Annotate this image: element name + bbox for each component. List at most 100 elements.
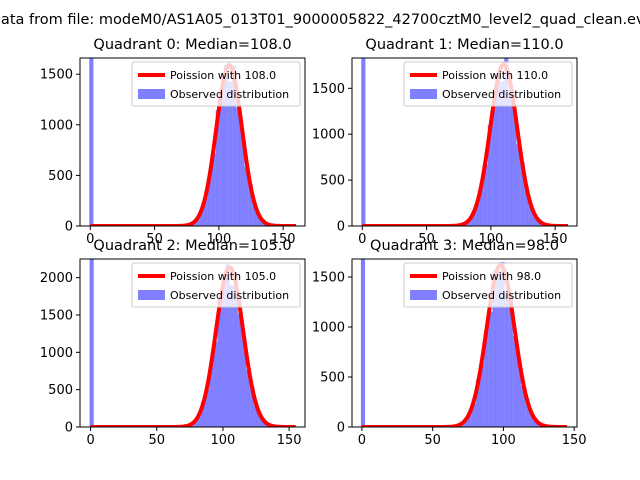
y-tick-label: 1500 [312,271,345,286]
data-area [89,259,298,427]
poisson-fit-line [360,263,569,427]
hist-bar [512,108,517,226]
data-area [360,58,570,226]
hist-bar [196,416,201,427]
legend-fit-label: Poission with 110.0 [442,69,548,82]
hist-bar [244,166,249,226]
y-tick-label: 500 [320,174,345,189]
hist-bar [496,73,501,226]
hist-bar [237,314,242,427]
hist-bar-zero [89,58,94,226]
hist-bar [199,209,204,226]
hist-bar [520,162,525,226]
hist-bar [219,92,224,226]
x-tick-label: 100 [206,232,231,247]
hist-bar [491,105,496,226]
hist-bar-zero [89,259,94,427]
hist-bar [236,108,241,226]
hist-bar [224,64,229,226]
legend [403,61,573,107]
subplot-title: Quadrant 2: Median=105.0 [93,238,291,254]
y-tick-label: 1500 [40,68,73,83]
figure-suptitle: Data from file: modeM0/AS1A05_013T01_900… [0,12,640,28]
data-area [88,58,298,226]
hist-bar [524,189,529,226]
hist-bar [483,164,488,226]
hist-bar [209,363,214,427]
hist-bar [528,204,534,226]
poisson-fit-line [89,265,298,427]
axes-frame [351,57,578,227]
legend-observed-swatch [138,89,165,99]
x-tick-label: 150 [277,433,302,448]
hist-bar [205,388,210,427]
y-tick-label: 0 [65,421,73,436]
y-tick-label: 500 [48,169,73,184]
legend-observed-label: Observed distribution [170,88,289,101]
hist-bar [521,385,526,427]
hist-bar [258,415,263,427]
x-tick-label: 50 [148,433,165,448]
x-tick-label: 50 [418,232,435,247]
poisson-fit-line [88,63,298,226]
hist-bar [215,110,220,226]
hist-bar [500,81,505,226]
y-tick-label: 1000 [40,118,73,133]
hist-bar [261,221,266,226]
y-tick-label: 1500 [312,82,345,97]
hist-bar [484,331,489,427]
hist-bar [240,132,245,226]
legend-observed-swatch [410,290,437,300]
y-tick-label: 1500 [40,309,73,324]
x-tick-label: 150 [543,232,568,247]
hist-bar [475,379,481,427]
hist-bar [242,337,247,427]
hist-bar [217,299,222,427]
legend-fit-label: Poission with 108.0 [170,69,276,82]
y-tick-label: 2000 [40,271,73,286]
legend [131,262,301,308]
hist-bar [517,359,522,427]
hist-bar [213,341,218,427]
legend-observed-label: Observed distribution [442,88,561,101]
hist-bar [508,90,513,226]
hist-bar [200,402,206,427]
hist-bar [228,81,233,226]
hist-bar [488,311,493,427]
hist-bar [225,264,230,427]
hist-bar [195,219,200,226]
hist-bar [492,271,497,427]
hist-bar [248,184,253,226]
hist-bar [221,286,226,427]
x-tick-label: 0 [86,433,94,448]
hist-bar [475,202,480,226]
hist-bar [533,419,538,427]
hist-bar [496,271,501,427]
hist-bar [250,385,255,427]
y-tick-label: 1000 [312,128,345,143]
hist-bar [529,412,534,427]
legend-observed-swatch [410,89,437,99]
x-tick-label: 100 [211,433,236,448]
x-tick-label: 0 [86,232,94,247]
hist-bar [229,285,234,427]
subplot-title: Quadrant 3: Median=98.0 [370,238,559,254]
hist-bar [471,212,476,226]
hist-bar [533,216,538,226]
y-tick-label: 1000 [40,346,73,361]
hist-bar [207,175,212,226]
hist-bar [232,65,237,226]
hist-bar [256,214,262,226]
subplot-title: Quadrant 0: Median=108.0 [93,37,291,53]
y-tick-label: 1000 [312,321,345,336]
hist-bar [471,403,476,427]
axes-frame [79,258,306,428]
x-tick-label: 150 [562,433,587,448]
hist-bar [525,398,530,427]
y-tick-label: 0 [65,220,73,235]
hist-bar [252,204,257,226]
